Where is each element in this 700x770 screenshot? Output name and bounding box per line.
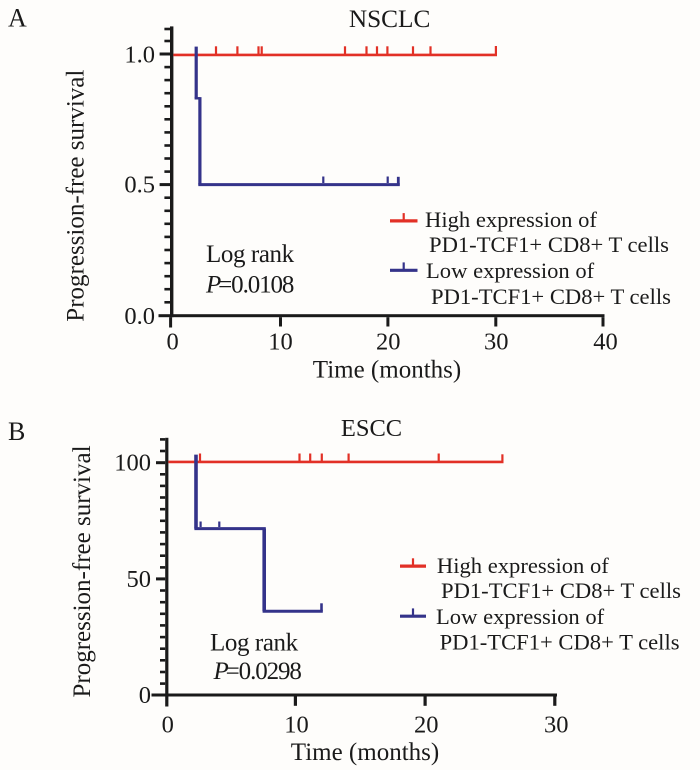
svg-text:30: 30 [544,711,569,738]
svg-text:Time (months): Time (months) [291,739,439,766]
svg-text:20: 20 [376,328,401,355]
svg-text:P=0.0298: P=0.0298 [213,658,302,685]
svg-text:0.5: 0.5 [124,171,155,198]
svg-text:High expression of: High expression of [425,207,597,232]
svg-text:20: 20 [414,711,439,738]
svg-text:Log rank: Log rank [206,241,295,268]
svg-text:Log rank: Log rank [210,630,299,657]
svg-text:Low expression of: Low expression of [436,604,605,629]
svg-text:1.0: 1.0 [124,41,155,68]
svg-text:PD1-TCF1+ CD8+ T cells: PD1-TCF1+ CD8+ T cells [431,284,671,309]
svg-text:40: 40 [593,328,618,355]
svg-text:P=0.0108: P=0.0108 [205,272,294,299]
svg-text:0: 0 [162,711,174,738]
svg-text:PD1-TCF1+ CD8+ T cells: PD1-TCF1+ CD8+ T cells [429,232,669,257]
svg-text:Time (months): Time (months) [313,356,461,383]
svg-text:Progression-free survival: Progression-free survival [69,445,96,697]
svg-text:A: A [8,4,27,33]
svg-text:10: 10 [268,328,293,355]
svg-text:PD1-TCF1+ CD8+ T cells: PD1-TCF1+ CD8+ T cells [440,629,680,654]
svg-text:30: 30 [484,328,509,355]
svg-text:B: B [8,417,25,446]
svg-text:0.0: 0.0 [124,303,155,330]
svg-text:0: 0 [139,682,151,709]
svg-text:ESCC: ESCC [341,415,402,442]
svg-text:PD1-TCF1+ CD8+ T cells: PD1-TCF1+ CD8+ T cells [441,578,681,603]
svg-text:Low expression of: Low expression of [426,258,595,283]
svg-text:0: 0 [166,328,178,355]
svg-text:100: 100 [114,450,151,477]
svg-text:50: 50 [127,566,152,593]
svg-text:Progression-free survival: Progression-free survival [63,70,90,322]
svg-text:High expression of: High expression of [437,553,609,578]
svg-text:NSCLC: NSCLC [349,5,431,33]
svg-text:10: 10 [284,711,309,738]
